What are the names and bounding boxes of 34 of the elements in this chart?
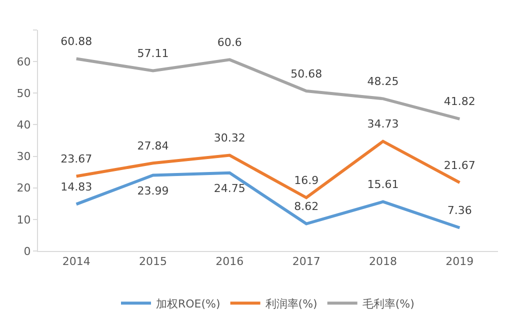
y-tick-label: 30 — [16, 150, 31, 164]
data-label: 60.6 — [217, 36, 242, 49]
data-label: 15.61 — [367, 178, 399, 191]
data-label: 8.62 — [294, 200, 319, 214]
y-tick-label: 60 — [16, 55, 31, 68]
data-label: 60.88 — [60, 35, 92, 48]
data-label: 24.75 — [214, 182, 246, 196]
legend-label: 毛利率(%) — [362, 297, 414, 310]
data-label: 16.9 — [294, 174, 319, 187]
legend-label: 加权ROE(%) — [156, 297, 220, 310]
data-label: 57.11 — [137, 46, 169, 60]
data-label: 50.68 — [290, 67, 322, 80]
data-label: 41.82 — [444, 95, 476, 108]
data-label: 23.67 — [60, 152, 92, 166]
x-tick-label: 2019 — [446, 255, 474, 268]
x-tick-label: 2014 — [62, 255, 90, 268]
data-label: 7.36 — [447, 204, 472, 218]
data-label: 27.84 — [137, 139, 169, 152]
data-label: 23.99 — [137, 184, 169, 198]
x-tick-label: 2015 — [139, 255, 167, 268]
x-tick-label: 2016 — [216, 255, 244, 268]
data-label: 30.32 — [214, 132, 246, 145]
y-tick-label: 50 — [16, 86, 31, 100]
data-label: 48.25 — [367, 74, 399, 88]
y-tick-label: 40 — [16, 118, 31, 132]
data-label: 14.83 — [60, 180, 92, 194]
y-tick-label: 10 — [16, 213, 31, 226]
x-tick-label: 2017 — [292, 255, 320, 268]
legend-label: 利润率(%) — [265, 297, 318, 310]
x-tick-label: 2018 — [369, 255, 397, 268]
data-label: 34.73 — [367, 118, 399, 131]
y-tick-label: 20 — [16, 182, 31, 195]
data-label: 21.67 — [444, 158, 476, 172]
y-tick-label: 0 — [24, 244, 31, 258]
